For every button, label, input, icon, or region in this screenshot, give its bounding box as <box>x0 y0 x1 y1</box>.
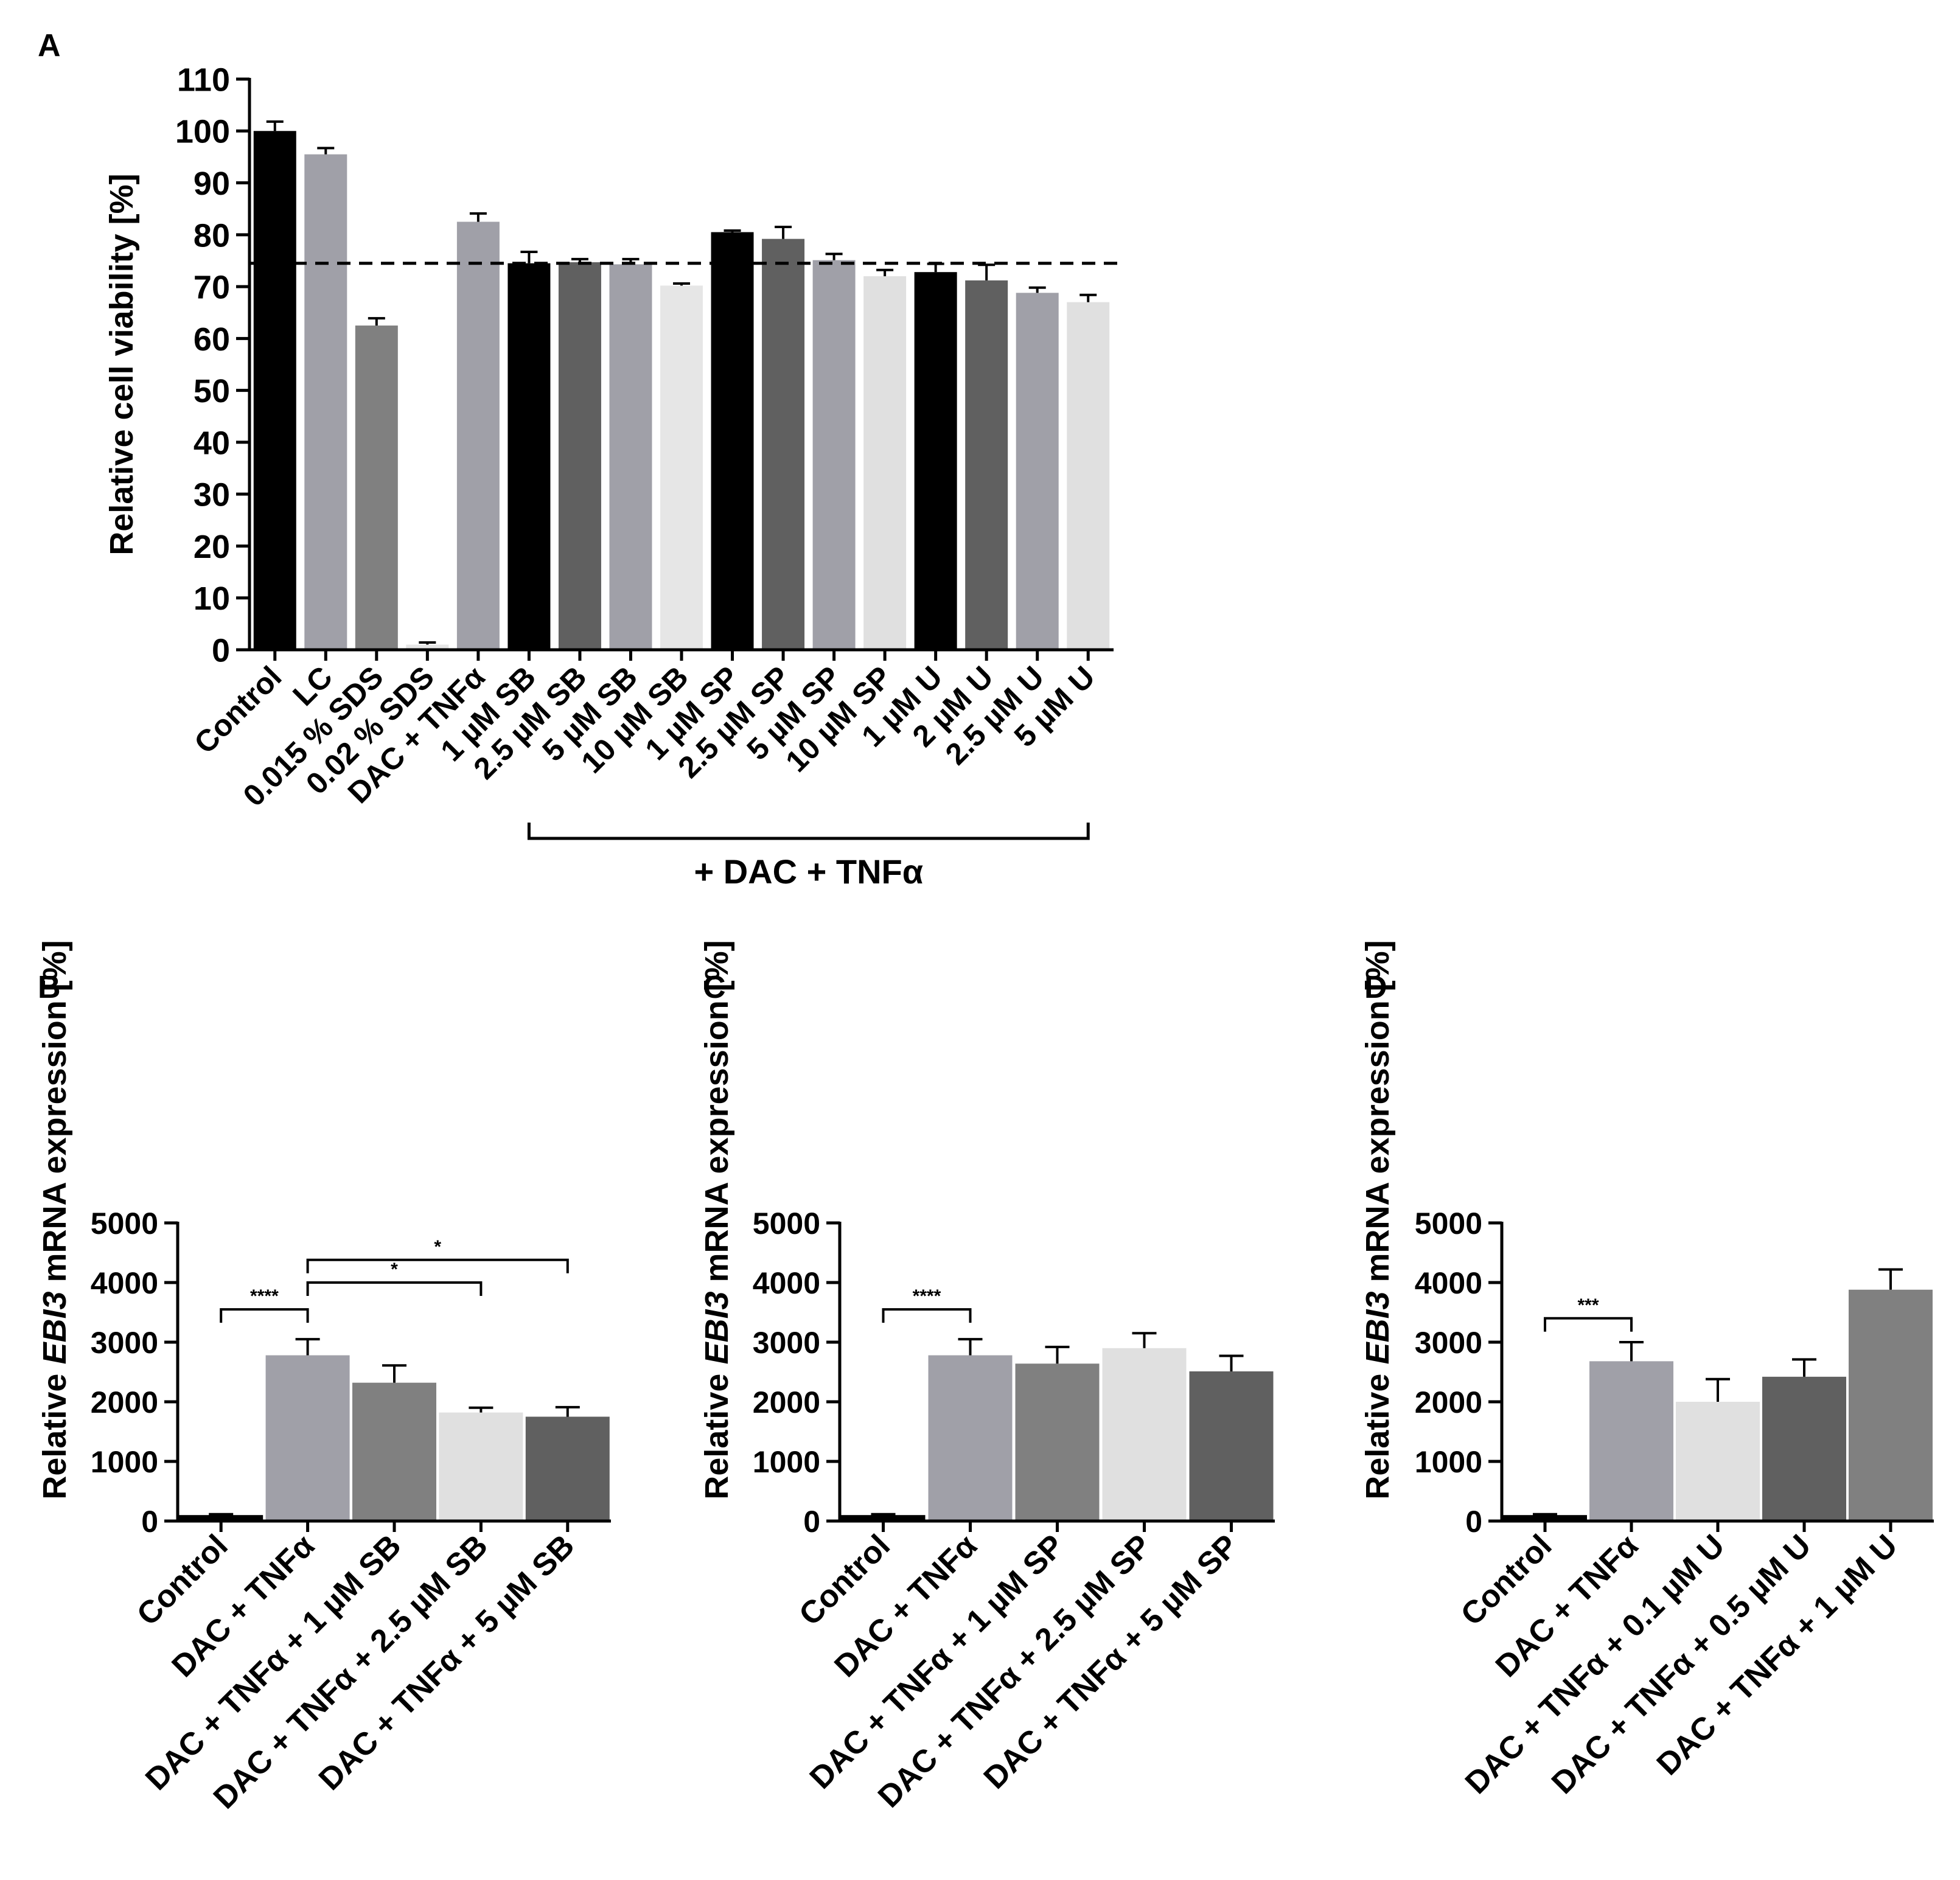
bar <box>525 1416 610 1521</box>
bar <box>609 264 652 650</box>
bar <box>1762 1376 1846 1521</box>
bar <box>1102 1348 1187 1521</box>
panel-letter: B <box>38 970 61 1005</box>
y-tick-label: 60 <box>194 321 230 358</box>
bar <box>928 1355 1013 1521</box>
bar <box>507 263 551 650</box>
bar <box>863 276 907 650</box>
y-axis-title: Relative cell viability [%] <box>103 173 140 555</box>
y-tick-label: 0 <box>1465 1505 1482 1539</box>
y-tick-label: 30 <box>194 477 230 514</box>
y-tick-label: 4000 <box>91 1266 158 1300</box>
bar <box>762 238 805 650</box>
y-tick-label: 10 <box>194 580 230 617</box>
y-axis-title-prefix: Relative <box>37 1365 73 1500</box>
bar <box>265 1355 350 1521</box>
group-bracket-label: + DAC + TNFα <box>694 852 923 891</box>
group-bracket <box>527 823 1090 840</box>
panel-a-chart: A0102030405060708090100110ControlLC0.015… <box>38 28 1120 891</box>
bar <box>456 221 500 650</box>
bar <box>1015 1363 1100 1521</box>
bar <box>1067 302 1110 650</box>
bar <box>711 232 754 650</box>
bar <box>1016 293 1059 650</box>
y-tick-label: 3000 <box>1415 1326 1482 1360</box>
y-tick-label: 80 <box>194 217 230 254</box>
y-axis-title: Relative EBI3 mRNA expression [%] <box>699 940 735 1499</box>
significance-label: *** <box>1577 1295 1599 1315</box>
y-axis-title-suffix: mRNA expression [%] <box>1359 940 1396 1291</box>
bar <box>1589 1361 1673 1521</box>
y-tick-label: 2000 <box>1415 1385 1482 1419</box>
bar <box>841 1515 926 1521</box>
y-tick-label: 5000 <box>1415 1206 1482 1241</box>
bar <box>253 131 296 650</box>
significance-bracket <box>306 1281 483 1296</box>
y-tick-label: 110 <box>177 61 230 98</box>
y-axis-title-suffix: mRNA expression [%] <box>699 940 735 1291</box>
y-tick-label: 40 <box>194 425 230 461</box>
y-tick-label: 90 <box>194 165 230 202</box>
panel-letter: D <box>1364 970 1387 1005</box>
y-tick-label: 50 <box>194 373 230 409</box>
bar <box>179 1515 263 1521</box>
y-axis-title-prefix: Relative <box>1359 1365 1396 1500</box>
panel-letter: C <box>703 970 726 1005</box>
y-axis-title-gene: EBI3 <box>37 1291 73 1364</box>
bar <box>406 644 449 650</box>
x-tick-label: Control <box>187 660 288 760</box>
y-tick-label: 1000 <box>1415 1445 1482 1479</box>
y-tick-label: 0 <box>803 1505 820 1539</box>
y-tick-label: 4000 <box>1415 1266 1482 1300</box>
y-tick-label: 5000 <box>753 1206 820 1241</box>
y-axis-title-gene: EBI3 <box>1359 1291 1396 1364</box>
bar <box>660 285 703 650</box>
y-tick-label: 2000 <box>91 1385 158 1419</box>
significance-bracket <box>882 1308 972 1323</box>
y-axis-title: Relative EBI3 mRNA expression [%] <box>37 940 73 1499</box>
y-axis-title-suffix: mRNA expression [%] <box>37 940 73 1291</box>
y-tick-label: 20 <box>194 529 230 565</box>
bar <box>1849 1289 1933 1521</box>
significance-label: **** <box>250 1286 279 1306</box>
significance-label: **** <box>913 1286 941 1306</box>
bar <box>352 1382 436 1521</box>
y-tick-label: 0 <box>212 632 230 669</box>
bar <box>914 272 957 650</box>
bar <box>1676 1402 1760 1521</box>
bar <box>558 262 601 650</box>
significance-bracket <box>306 1258 569 1273</box>
bar <box>1189 1371 1274 1521</box>
bar <box>439 1412 523 1521</box>
y-tick-label: 1000 <box>91 1445 158 1479</box>
significance-bracket <box>1544 1317 1633 1332</box>
bar <box>812 260 856 650</box>
y-axis-title: Relative EBI3 mRNA expression [%] <box>1359 940 1396 1499</box>
y-tick-label: 100 <box>175 114 230 150</box>
y-tick-label: 1000 <box>753 1445 820 1479</box>
significance-label: * <box>391 1259 398 1279</box>
y-tick-label: 0 <box>141 1505 158 1539</box>
y-tick-label: 5000 <box>91 1206 158 1241</box>
y-tick-label: 4000 <box>753 1266 820 1300</box>
y-axis-title-gene: EBI3 <box>699 1291 735 1364</box>
significance-bracket <box>220 1308 309 1323</box>
bar <box>965 280 1008 650</box>
panel-letter: A <box>38 28 61 63</box>
bar <box>304 154 347 650</box>
y-tick-label: 2000 <box>753 1385 820 1419</box>
bar <box>355 326 398 650</box>
y-axis-title-prefix: Relative <box>699 1365 735 1500</box>
bar <box>1503 1515 1587 1521</box>
significance-label: * <box>434 1237 441 1257</box>
y-tick-label: 70 <box>194 270 230 306</box>
y-tick-label: 3000 <box>753 1326 820 1360</box>
y-tick-label: 3000 <box>91 1326 158 1360</box>
